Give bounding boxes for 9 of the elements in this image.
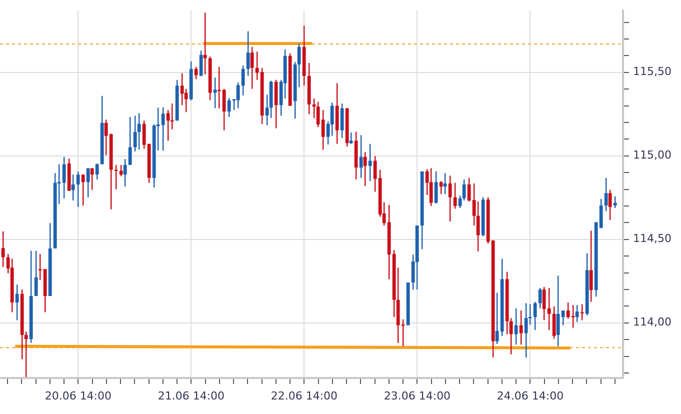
x-tick-label: 24.06 14:00 [496,389,564,402]
x-tick-label: 23.06 14:00 [384,389,451,402]
x-tick-label: 22.06 14:00 [270,389,338,402]
y-tick-label: 115,00 [633,148,672,162]
x-tick-label: 21.06 14:00 [158,389,225,402]
y-tick-label: 114,50 [633,232,672,246]
y-tick-label: 115,50 [633,65,672,78]
y-tick-label: 114,00 [633,316,672,329]
x-tick-label: 20.06 14:00 [44,389,112,402]
